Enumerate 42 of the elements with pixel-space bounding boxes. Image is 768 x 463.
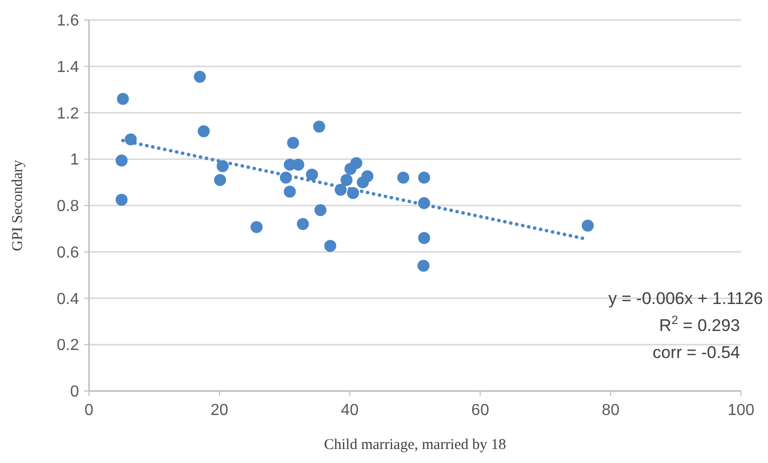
y-tick-label: 1 (70, 152, 80, 169)
x-tick-label: 40 (340, 402, 359, 419)
point (314, 204, 326, 216)
point (324, 240, 336, 252)
y-tick-label: 0.6 (56, 244, 80, 262)
y-tick-label: 1.6 (56, 12, 80, 30)
point (194, 70, 206, 83)
point (340, 174, 353, 186)
y-tick-label: 0 (70, 384, 80, 401)
x-axis-title: Child marriage, married by 18 (324, 437, 506, 453)
point (313, 120, 326, 133)
y-tick-label: 0.8 (56, 198, 80, 216)
point (418, 232, 430, 244)
point (582, 220, 594, 232)
x-tick-label: 0 (84, 402, 94, 419)
point (214, 174, 226, 186)
point (344, 162, 356, 175)
point (296, 218, 309, 230)
point (306, 168, 318, 181)
point (284, 186, 296, 198)
point (116, 92, 129, 105)
point (198, 125, 210, 138)
point (116, 154, 128, 167)
point (418, 172, 430, 184)
point (397, 172, 410, 184)
y-tick-label: 1.2 (56, 105, 80, 122)
x-tick-label: 60 (471, 402, 490, 419)
annotation: y = -0.006x + 1.1126 (608, 289, 763, 308)
point (287, 136, 300, 149)
point (417, 260, 430, 272)
x-tick-label: 20 (210, 402, 228, 419)
x-tick-label: 80 (602, 402, 620, 419)
point (250, 221, 263, 234)
y-axis-title: GPI Secondary (10, 159, 26, 252)
y-tick-label: 1.4 (56, 58, 80, 76)
point (356, 176, 369, 188)
y-tick-label: 0.2 (56, 337, 80, 354)
annotation: R$^{2}$ = 0.293 (659, 313, 740, 335)
annotation: corr = -0.54 (652, 343, 740, 362)
y-tick-label: 0.4 (56, 290, 80, 308)
point (116, 194, 128, 206)
x-tick-label: 100 (728, 402, 754, 419)
